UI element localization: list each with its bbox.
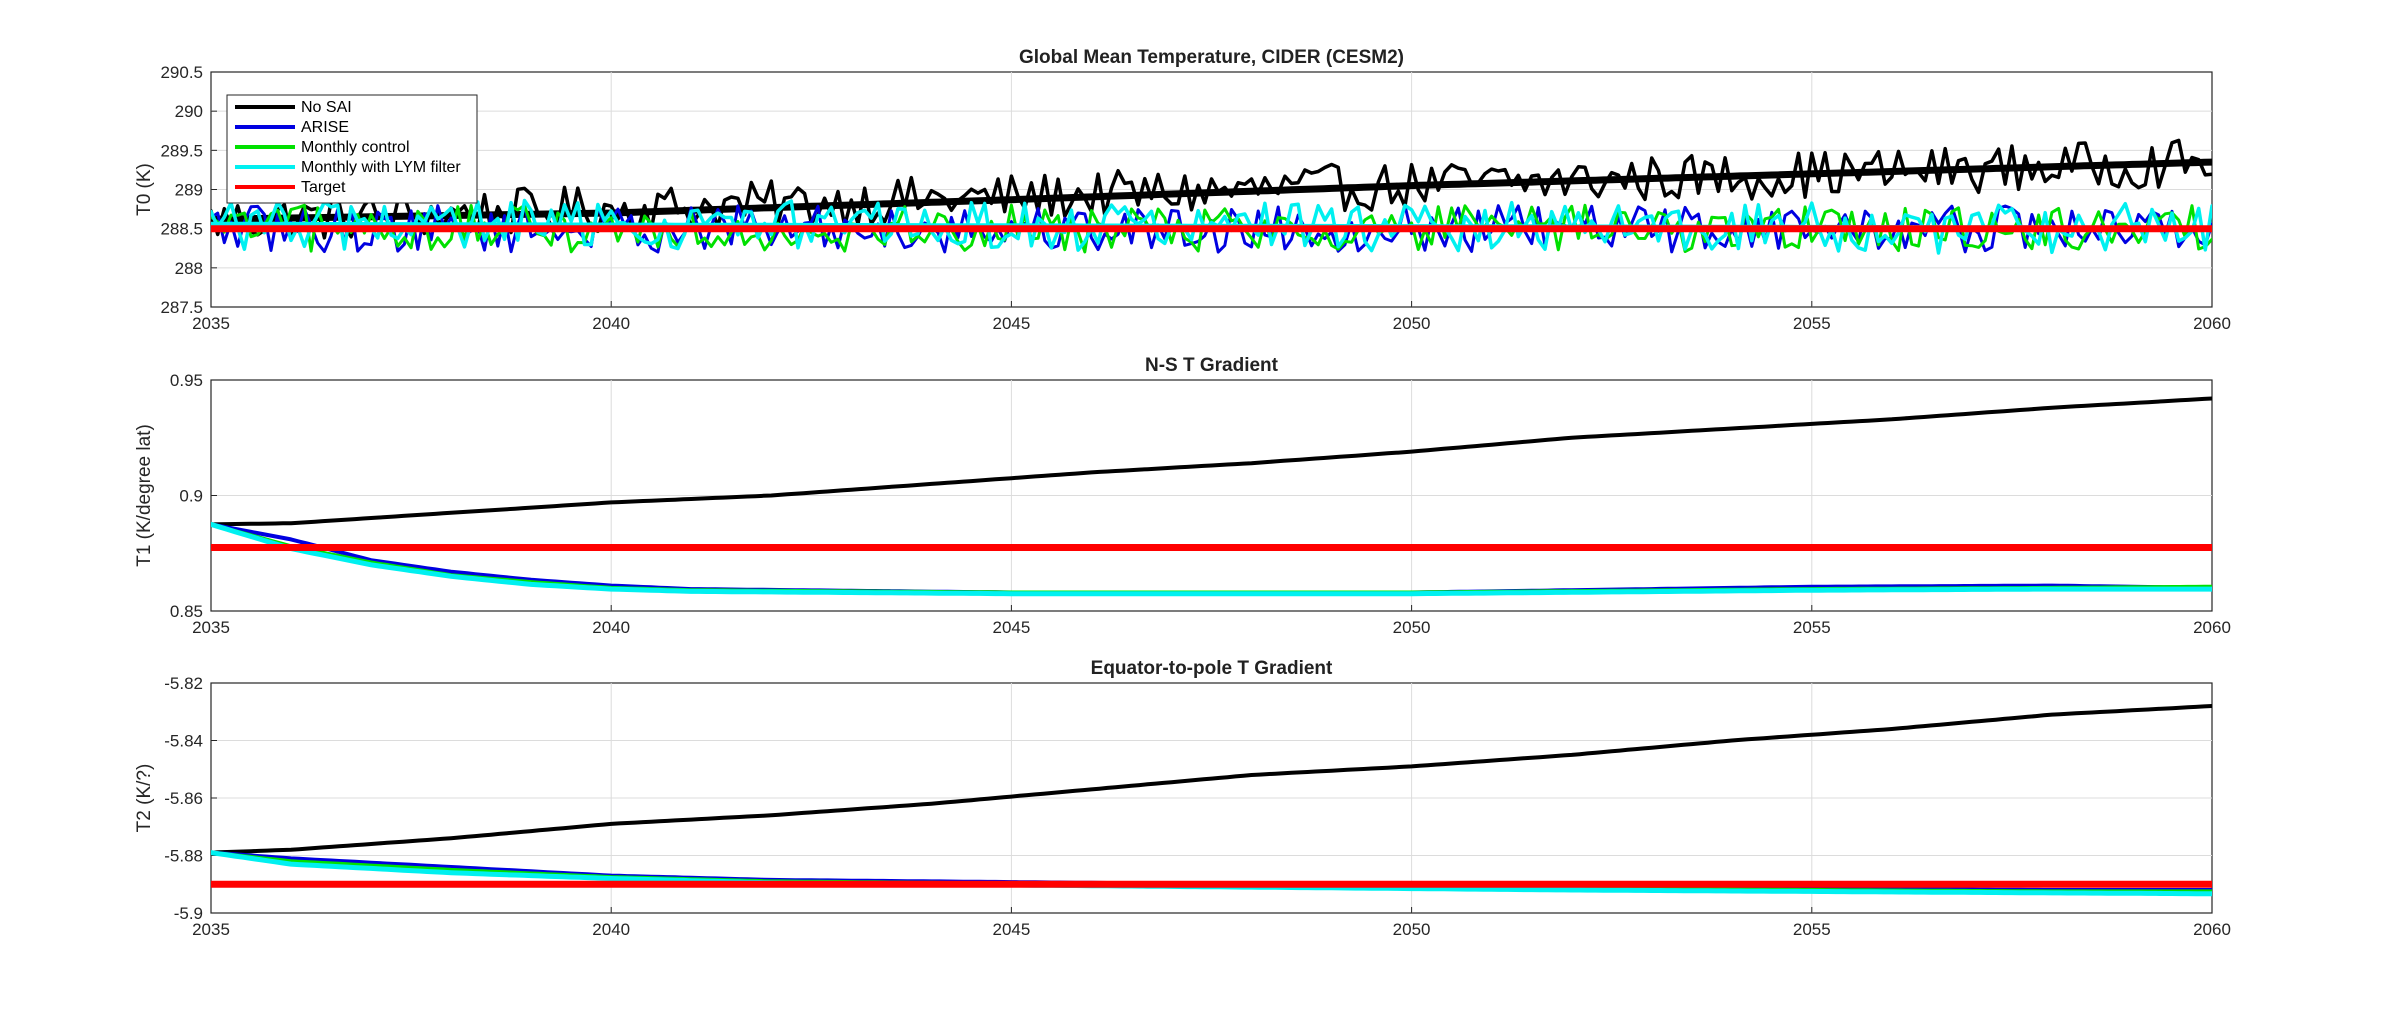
x-tick-label: 2050 [1393,618,1431,637]
x-tick-label: 2060 [2193,314,2231,333]
series-line-monthly-with-lym-filter [211,521,2212,597]
y-tick-label: -5.88 [164,847,203,866]
y-tick-label: 288.5 [160,220,203,239]
y-tick-label: 288 [175,259,203,278]
y-tick-label: -5.9 [174,904,203,923]
legend-label: ARISE [301,119,349,136]
x-tick-label: 2045 [992,314,1030,333]
y-tick-label: 0.9 [179,487,203,506]
y-tick-label: -5.84 [164,732,203,751]
legend-label: No SAI [301,99,352,116]
x-tick-label: 2035 [192,618,230,637]
y-tick-label: 287.5 [160,298,203,317]
series-line-no-sai [211,396,2212,527]
series-group [211,138,2212,255]
axes-2: 2035 2040 2045 2050 2055 2060 0.85 0.9 0.95 N-S T… [134,355,2231,637]
x-tick-label: 2045 [992,618,1030,637]
series-line-no-sai [211,158,2212,223]
y-tick-label: 290 [175,102,203,121]
x-tick-label: 2045 [992,920,1030,939]
x-tick-label: 2050 [1393,920,1431,939]
series-group [211,396,2212,597]
y-tick-label: 0.95 [170,371,203,390]
y-axis-label: T2 (K/?) [134,764,155,833]
x-tick-label: 2035 [192,920,230,939]
x-tick-label: 2055 [1793,920,1831,939]
y-tick-label: 290.5 [160,63,203,82]
x-tick-label: 2055 [1793,314,1831,333]
legend-label: Monthly control [301,139,410,156]
x-tick-label: 2040 [592,920,630,939]
y-axis-label: T0 (K) [134,163,155,216]
y-tick-label: 0.85 [170,602,203,621]
x-tick-label: 2040 [592,314,630,333]
chart-title: N-S T Gradient [1145,355,1279,376]
axes-1: 2035 2040 2045 2050 2055 2060 287.5 288 288.5 289… [134,47,2231,333]
x-tick-label: 2055 [1793,618,1831,637]
legend-label: Monthly with LYM filter [301,159,461,176]
series-line-monthly-with-lym-filter [211,198,2212,255]
chart-title: Equator-to-pole T Gradient [1091,658,1333,679]
x-tick-label: 2060 [2193,920,2231,939]
y-axis-label: T1 (K/degree lat) [134,424,155,567]
chart-title: Global Mean Temperature, CIDER (CESM2) [1019,47,1404,68]
legend-label: Target [301,179,346,196]
legend: No SAI ARISE Monthly control Monthly with L… [226,94,478,204]
y-tick-label: -5.82 [164,674,203,693]
y-tick-label: 289.5 [160,141,203,160]
y-tick-label: 289 [175,181,203,200]
x-tick-label: 2050 [1393,314,1431,333]
series-line-no-sai [211,704,2212,855]
x-tick-label: 2035 [192,314,230,333]
axes-3: 2035 2040 2045 2050 2055 2060 -5.9 -5.88 -5.86 -5… [134,658,2231,939]
series-group [211,704,2212,897]
y-tick-label: -5.86 [164,789,203,808]
x-tick-label: 2040 [592,618,630,637]
x-tick-label: 2060 [2193,618,2231,637]
